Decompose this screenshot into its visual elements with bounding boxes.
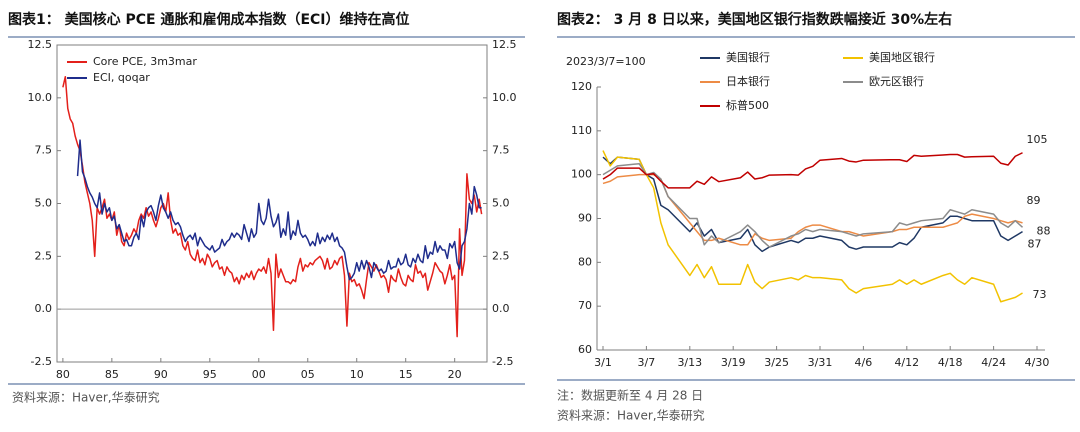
unit-label: 2023/3/7=100 — [566, 55, 646, 68]
x-tick-label: 00 — [252, 368, 266, 381]
legend-label: 日本银行 — [726, 74, 770, 88]
y-tick-label: 90 — [578, 212, 592, 225]
x-tick-label: 3/19 — [721, 356, 746, 369]
y-tick-label: 7.5 — [35, 144, 53, 157]
y-tick-label: 60 — [578, 343, 592, 356]
y2-tick-label: 12.5 — [492, 38, 517, 51]
series-line — [602, 156, 1023, 253]
source: 资料来源：Haver,华泰研究 — [557, 408, 705, 423]
x-tick-label: 3/13 — [677, 356, 702, 369]
x-tick-label: 3/1 — [594, 356, 612, 369]
y-tick-label: 12.5 — [28, 38, 53, 51]
y-tick-label: 10.0 — [28, 91, 53, 104]
legend-label: 美国地区银行 — [869, 50, 935, 64]
x-tick-label: 4/12 — [894, 356, 919, 369]
x-tick-label: 3/31 — [808, 356, 833, 369]
y-tick-label: 110 — [571, 124, 592, 137]
y-tick-label: 70 — [578, 299, 592, 312]
y2-tick-label: 5.0 — [492, 197, 510, 210]
y-tick-label: -2.5 — [31, 355, 52, 368]
end-label: 73 — [1033, 288, 1047, 301]
chart-title: 图表2： 3 月 8 日以来，美国地区银行指数跌幅接近 30%左右 — [557, 11, 952, 28]
x-tick-label: 4/30 — [1025, 356, 1050, 369]
x-tick-label: 85 — [105, 368, 119, 381]
x-tick-label: 4/24 — [981, 356, 1006, 369]
x-tick-label: 3/25 — [764, 356, 789, 369]
x-tick-label: 15 — [399, 368, 413, 381]
y-tick-label: 100 — [571, 168, 592, 181]
legend-label: ECI, qoqar — [93, 71, 150, 84]
end-label: 89 — [1027, 194, 1041, 207]
source: 资料来源：Haver,华泰研究 — [12, 390, 160, 405]
x-tick-label: 05 — [301, 368, 315, 381]
x-tick-label: 90 — [154, 368, 168, 381]
y-tick-label: 5.0 — [35, 197, 53, 210]
plot-frame — [56, 44, 488, 363]
y2-tick-label: 7.5 — [492, 144, 510, 157]
legend-label: Core PCE, 3m3mar — [93, 55, 197, 68]
series-line — [602, 150, 1023, 303]
x-tick-label: 95 — [203, 368, 217, 381]
legend-label: 美国银行 — [726, 50, 770, 64]
end-label: 88 — [1037, 224, 1051, 237]
end-label: 105 — [1027, 133, 1048, 146]
end-label: 87 — [1028, 238, 1042, 251]
series-line — [62, 75, 483, 338]
x-tick-label: 4/6 — [855, 356, 873, 369]
legend-label: 标普500 — [726, 98, 769, 112]
x-tick-label: 20 — [448, 368, 462, 381]
x-tick-label: 80 — [56, 368, 70, 381]
legend-label: 欧元区银行 — [869, 74, 924, 88]
y-tick-label: 2.5 — [35, 249, 53, 262]
x-tick-label: 4/18 — [938, 356, 963, 369]
y2-tick-label: 2.5 — [492, 249, 510, 262]
y-tick-label: 120 — [571, 80, 592, 93]
x-tick-label: 3/7 — [638, 356, 656, 369]
y2-tick-label: 0.0 — [492, 302, 510, 315]
x-tick-label: 10 — [350, 368, 364, 381]
series-line — [602, 152, 1023, 189]
y-tick-label: 0.0 — [35, 302, 53, 315]
series-line — [76, 139, 482, 281]
series-line — [602, 162, 1024, 248]
y2-tick-label: -2.5 — [492, 355, 513, 368]
chart-title: 图表1： 美国核心 PCE 通胀和雇佣成本指数（ECI）维持在高位 — [8, 11, 410, 28]
y-tick-label: 80 — [578, 255, 592, 268]
note: 注：数据更新至 4 月 28 日 — [557, 388, 703, 403]
y2-tick-label: 10.0 — [492, 91, 517, 104]
